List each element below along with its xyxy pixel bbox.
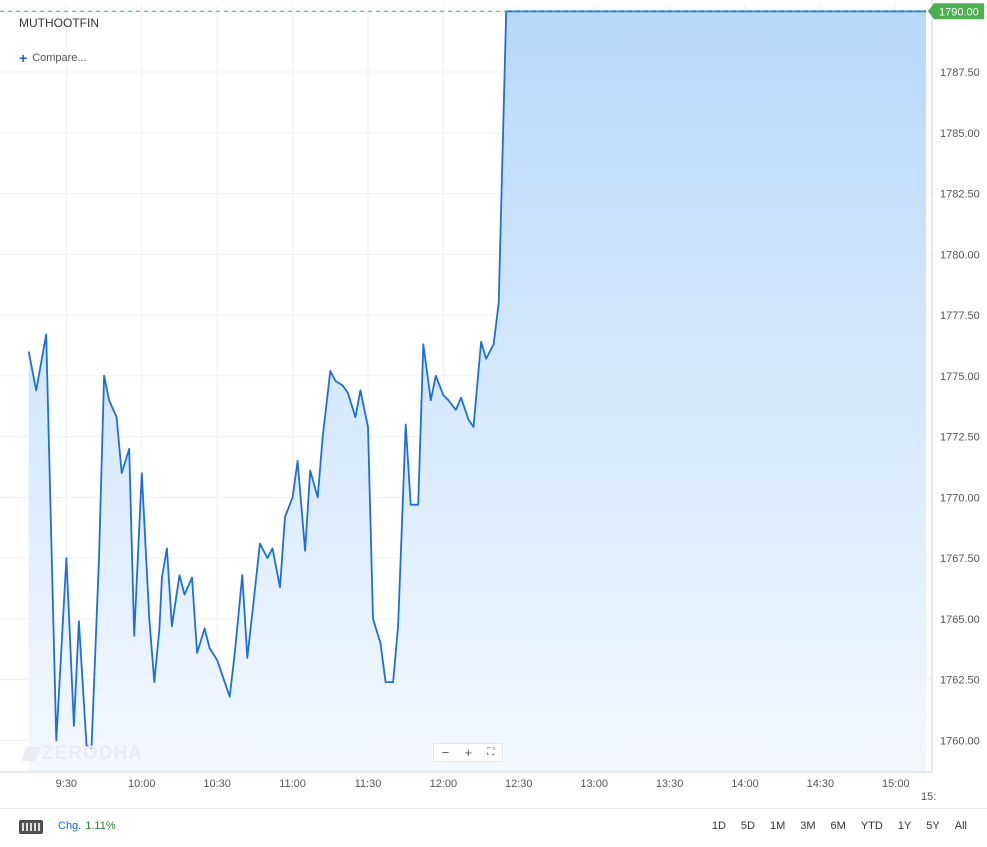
x-tick-label: 9:30 (56, 778, 77, 790)
period-3m[interactable]: 3M (800, 820, 816, 832)
y-tick-label: 1772.50 (940, 432, 980, 444)
period-ytd[interactable]: YTD (860, 820, 883, 832)
change-indicator: Chg. 1.11% (58, 820, 116, 832)
period-1d[interactable]: 1D (711, 820, 726, 832)
period-1m[interactable]: 1M (769, 820, 786, 832)
y-tick-label: 1770.00 (940, 492, 980, 504)
x-tick-label: 14:00 (731, 778, 759, 790)
y-tick-label: 1760.00 (940, 735, 980, 747)
period-5d[interactable]: 5D (740, 820, 755, 832)
x-tick-label: 11:30 (355, 778, 382, 790)
period-5y[interactable]: 5Y (926, 820, 940, 832)
change-value: 1.11% (85, 820, 116, 832)
zoom-controls: − + ⛶ (433, 743, 503, 762)
y-tick-label: 1787.50 (940, 67, 980, 79)
last-price-badge (928, 3, 984, 20)
zoom-in-button[interactable]: + (464, 745, 473, 760)
x-tick-label: 13:00 (580, 778, 608, 790)
y-tick-label: 1780.00 (940, 249, 980, 261)
y-tick-label: 1767.50 (940, 553, 980, 565)
x-tick-label: 12:00 (430, 778, 458, 790)
period-all[interactable]: All (954, 820, 967, 832)
y-tick-label: 1782.50 (940, 189, 980, 201)
axes: 1760.00 1762.50 1765.00 1767.50 1770.00 1772.… (0, 0, 984, 803)
keyboard-icon[interactable] (19, 820, 43, 834)
watermark-text: ZERODHA (42, 743, 143, 764)
y-tick-label: 1775.00 (940, 371, 980, 383)
symbol-label: MUTHOOTFIN (19, 16, 99, 30)
zerodha-logo-icon (21, 747, 41, 761)
compare-label: Compare... (32, 52, 87, 64)
change-label: Chg. (58, 820, 82, 832)
y-tick-label: 1765.00 (940, 614, 980, 626)
plus-icon: + (19, 49, 28, 66)
y-tick-label: 1785.00 (940, 128, 980, 140)
x-tick-label: 12:30 (505, 778, 533, 790)
x-tick-label: 10:00 (128, 778, 156, 790)
fit-screen-icon[interactable]: ⛶ (487, 747, 495, 758)
price-chart[interactable]: 1760.00 1762.50 1765.00 1767.50 1770.00 1772.… (0, 0, 987, 808)
y-tick-label: 1777.50 (940, 310, 980, 322)
x-tick-label: 10:30 (203, 778, 231, 790)
compare-button[interactable]: + Compare... (19, 49, 87, 66)
y-tick-label: 1762.50 (940, 675, 980, 687)
x-tick-label: 15:00 (882, 778, 910, 790)
x-tick-label: 11:00 (279, 778, 306, 790)
last-price-label: 1790.00 (939, 6, 979, 18)
zerodha-watermark: ZERODHA (21, 743, 143, 765)
period-selector: 1D 5D 1M 3M 6M YTD 1Y 5Y All (712, 820, 967, 832)
zoom-out-button[interactable]: − (441, 745, 450, 760)
period-6m[interactable]: 6M (830, 820, 846, 832)
x-tick-label: 15: (921, 791, 936, 803)
chart-footer: Chg. 1.11% 1D 5D 1M 3M 6M YTD 1Y 5Y All (0, 808, 987, 847)
x-tick-label: 14:30 (807, 778, 835, 790)
period-1y[interactable]: 1Y (897, 820, 912, 832)
x-tick-label: 13:30 (656, 778, 684, 790)
